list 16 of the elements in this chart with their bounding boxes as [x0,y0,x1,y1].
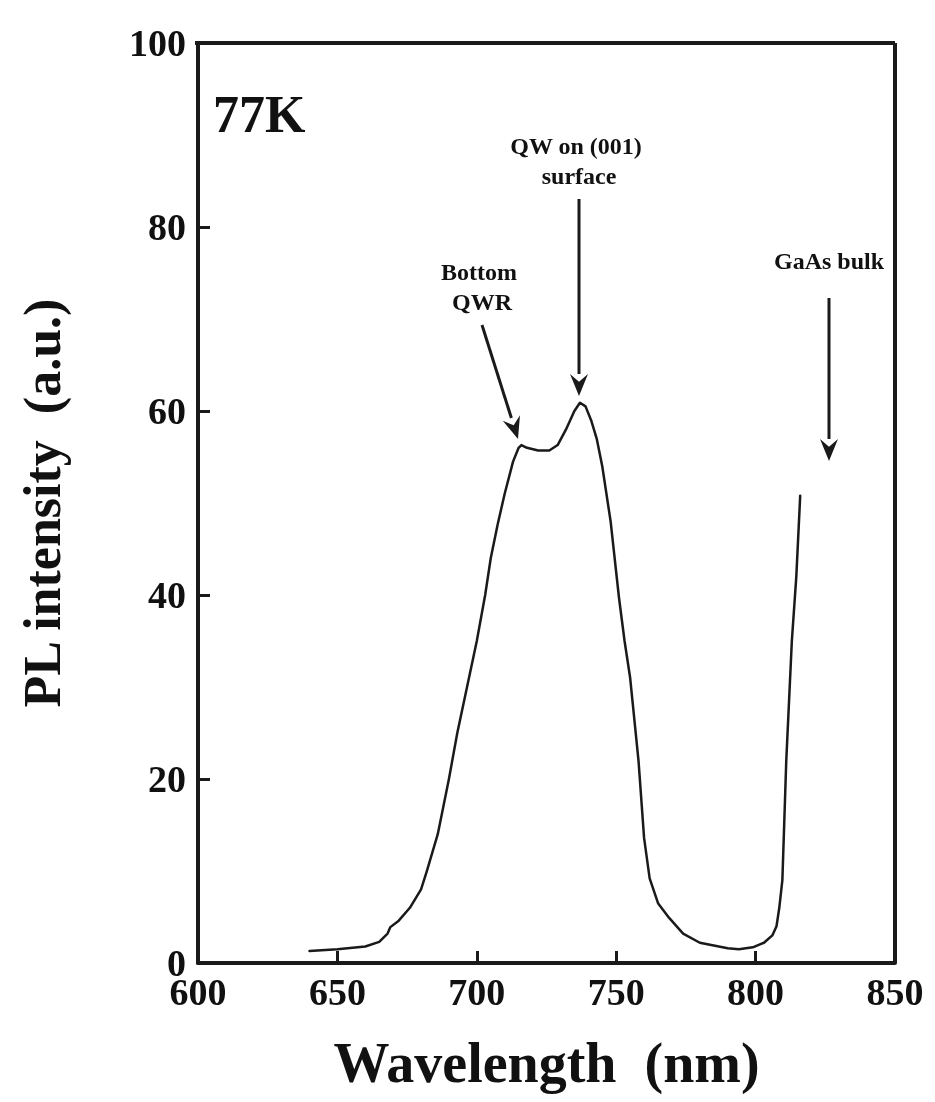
annotation: 77K [213,85,306,143]
x-tick-label: 750 [587,971,645,1013]
x-tick-label: 650 [308,971,366,1013]
y-tick-label: 40 [148,574,186,616]
x-tick-label: 850 [866,971,924,1013]
y-tick-label: 80 [148,206,186,248]
annotation: Bottom QWR [441,259,523,315]
x-tick-label: 700 [448,971,506,1013]
annotation: GaAs bulk [773,248,885,274]
y-tick-label: 100 [129,22,186,64]
y-tick-label: 60 [148,390,186,432]
y-axis-title: PL intensity (a.u.) [13,298,72,708]
x-tick-label: 800 [727,971,785,1013]
y-tick-label: 20 [148,758,186,800]
annotation: QW on (001) surface [510,133,648,189]
x-axis-title: Wavelength (nm) [333,1032,760,1095]
